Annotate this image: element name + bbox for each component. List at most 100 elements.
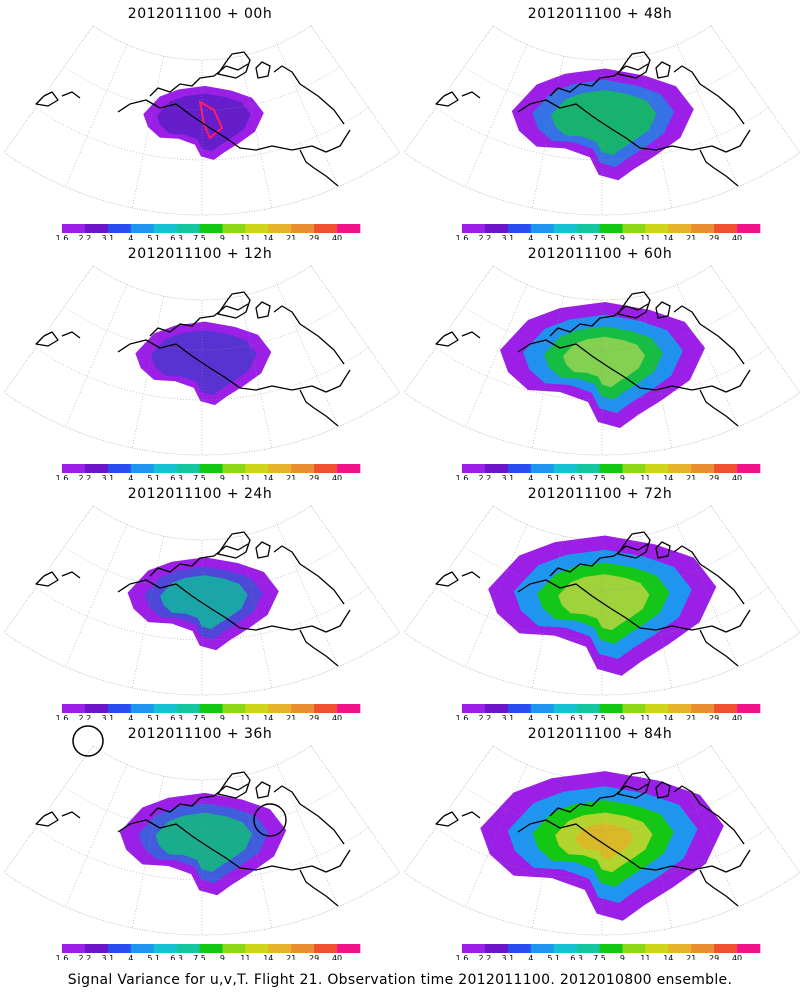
colorbar-label: 21 — [686, 474, 696, 480]
coastline — [435, 51, 751, 187]
colorbar-label: 2.2 — [479, 714, 492, 720]
forecast-panel: 1.6 2.2 3.1 4 5.1 6.3 7.5 9 11 14 21 29 40 2012011100… — [0, 0, 400, 240]
colorbar-swatch — [576, 224, 600, 233]
colorbar-swatch — [691, 704, 715, 713]
colorbar-swatch — [530, 224, 554, 233]
colorbar-swatch — [314, 704, 338, 713]
colorbar-label: 40 — [332, 474, 342, 480]
colorbar: 1.6 2.2 3.1 4 5.1 6.3 7.5 9 11 14 21 29 40 — [56, 704, 361, 720]
colorbar-label: 21 — [286, 954, 296, 960]
colorbar-label: 14 — [263, 954, 273, 960]
colorbar-swatch — [691, 944, 715, 953]
colorbar-label: 40 — [732, 954, 742, 960]
colorbar-swatch — [507, 464, 532, 473]
colorbar-swatch — [176, 944, 200, 953]
colorbar-label: 5.1 — [147, 234, 160, 240]
colorbar-swatch — [62, 224, 86, 233]
colorbar-swatch — [530, 704, 554, 713]
colorbar-label: 5.1 — [547, 234, 560, 240]
colorbar-swatch — [245, 224, 269, 233]
colorbar-label: 40 — [732, 234, 742, 240]
colorbar-label: 1.6 — [456, 954, 469, 960]
colorbar-label: 11 — [640, 714, 650, 720]
graticule — [435, 764, 769, 935]
colorbar-label: 7.5 — [593, 234, 606, 240]
colorbar-swatch — [553, 224, 577, 233]
colorbar-swatch — [62, 944, 86, 953]
colorbar-swatch — [176, 224, 200, 233]
colorbar-swatch — [714, 704, 738, 713]
colorbar-label: 21 — [286, 474, 296, 480]
colorbar-swatch — [337, 224, 361, 233]
colorbar-label: 7.5 — [593, 954, 606, 960]
coastline — [35, 531, 351, 667]
colorbar-swatch — [222, 224, 246, 233]
colorbar-label: 29 — [309, 474, 319, 480]
colorbar-swatch — [668, 944, 692, 953]
colorbar-swatch — [314, 944, 338, 953]
colorbar-swatch — [176, 704, 200, 713]
colorbar-swatch — [507, 944, 532, 953]
colorbar-label: 4 — [528, 234, 533, 240]
polar-map — [403, 745, 800, 936]
colorbar-label: 6.3 — [170, 474, 183, 480]
colorbar-label: 40 — [332, 714, 342, 720]
panel-title: 2012011100 + 48h — [527, 6, 673, 22]
colorbar-label: 29 — [709, 714, 719, 720]
colorbar-swatch — [622, 944, 646, 953]
colorbar-swatch — [462, 944, 486, 953]
colorbar-swatch — [84, 464, 109, 473]
panel-title: 2012011100 + 36h — [127, 726, 273, 742]
colorbar-label: 6.3 — [570, 474, 583, 480]
colorbar-swatch — [462, 464, 486, 473]
colorbar-label: 3.1 — [501, 954, 514, 960]
colorbar-swatch — [714, 224, 738, 233]
colorbar-swatch — [484, 944, 509, 953]
colorbar-swatch — [714, 464, 738, 473]
colorbar-swatch — [576, 464, 600, 473]
colorbar-swatch — [268, 464, 292, 473]
colorbar-swatch — [530, 464, 554, 473]
colorbar-swatch — [130, 224, 154, 233]
polar-map — [403, 505, 800, 696]
colorbar-label: 9 — [620, 474, 625, 480]
colorbar-swatch — [484, 464, 509, 473]
colorbar-swatch — [668, 224, 692, 233]
colorbar: 1.6 2.2 3.1 4 5.1 6.3 7.5 9 11 14 21 29 40 — [456, 224, 761, 240]
colorbar-label: 1.6 — [456, 234, 469, 240]
colorbar-label: 14 — [663, 234, 673, 240]
colorbar-swatch — [222, 704, 246, 713]
colorbar-swatch — [291, 704, 315, 713]
colorbar-label: 1.6 — [56, 474, 69, 480]
colorbar-label: 29 — [709, 474, 719, 480]
colorbar-label: 3.1 — [101, 714, 114, 720]
colorbar-label: 29 — [309, 714, 319, 720]
colorbar-label: 4 — [528, 714, 533, 720]
colorbar-swatch — [737, 464, 761, 473]
colorbar-label: 40 — [732, 474, 742, 480]
colorbar-swatch — [668, 464, 692, 473]
panel-title: 2012011100 + 60h — [527, 246, 673, 262]
colorbar-label: 6.3 — [170, 714, 183, 720]
colorbar-swatch — [599, 464, 623, 473]
colorbar-label: 1.6 — [56, 234, 69, 240]
colorbar-label: 7.5 — [193, 954, 206, 960]
graticule — [35, 524, 369, 695]
colorbar-swatch — [153, 224, 177, 233]
colorbar-swatch — [268, 704, 292, 713]
colorbar-label: 5.1 — [547, 954, 560, 960]
colorbar-label: 40 — [332, 234, 342, 240]
colorbar-label: 21 — [686, 234, 696, 240]
forecast-panel: 1.6 2.2 3.1 4 5.1 6.3 7.5 9 11 14 21 29 40 2012011100… — [400, 240, 800, 480]
colorbar-swatch — [268, 944, 292, 953]
colorbar-swatch — [668, 704, 692, 713]
colorbar-label: 9 — [620, 954, 625, 960]
colorbar-swatch — [222, 464, 246, 473]
colorbar-label: 21 — [286, 714, 296, 720]
panel-title: 2012011100 + 84h — [527, 726, 673, 742]
colorbar-label: 11 — [240, 714, 250, 720]
colorbar-label: 3.1 — [101, 474, 114, 480]
colorbar-swatch — [245, 464, 269, 473]
colorbar-label: 7.5 — [193, 714, 206, 720]
